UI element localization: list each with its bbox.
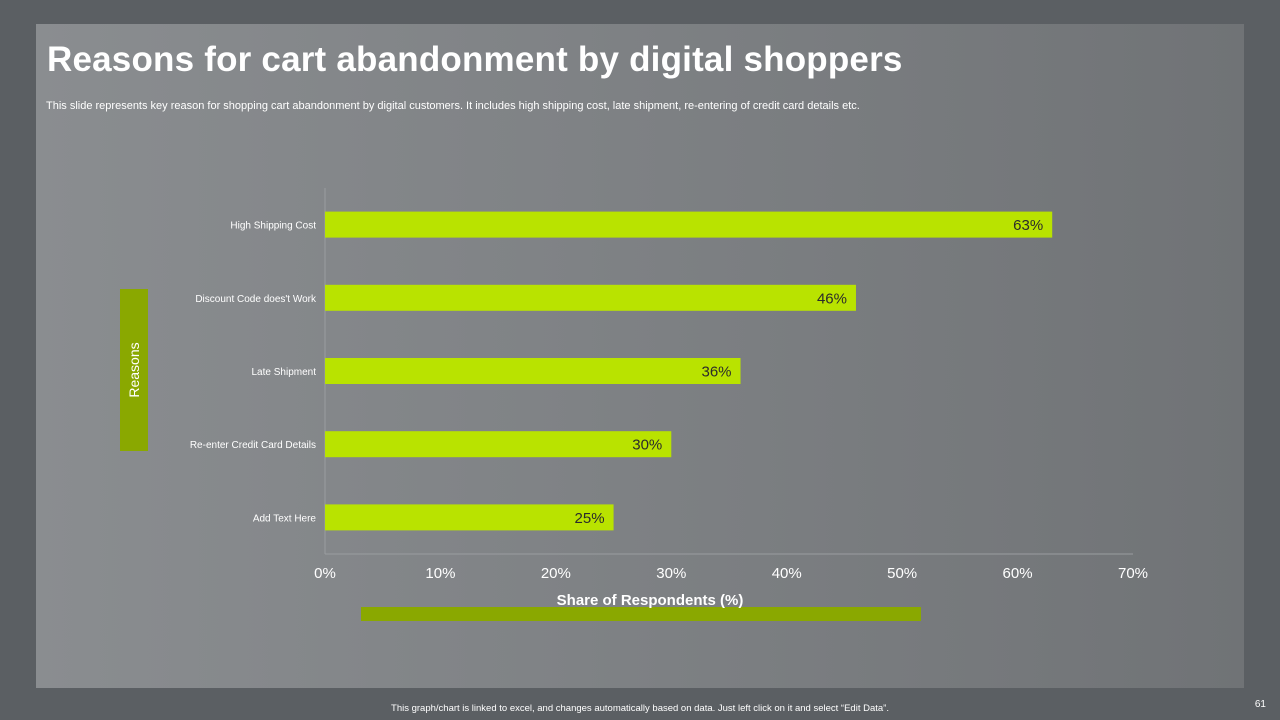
category-label: Discount Code does't Work	[195, 294, 317, 305]
x-tick-label: 30%	[656, 565, 686, 582]
data-label: 30%	[632, 437, 662, 454]
bar[interactable]	[325, 211, 1053, 238]
page-number: 61	[1254, 699, 1266, 710]
x-tick-label: 70%	[1118, 565, 1148, 582]
bar[interactable]	[325, 284, 856, 311]
x-tick-label: 20%	[541, 565, 571, 582]
x-tick-label: 40%	[772, 565, 802, 582]
category-label: Add Text Here	[253, 513, 317, 524]
bar[interactable]	[325, 431, 672, 458]
x-axis-label-bar	[361, 607, 921, 621]
slide-subtitle: This slide represents key reason for sho…	[46, 100, 860, 112]
category-label: Late Shipment	[252, 367, 317, 378]
data-label: 25%	[575, 510, 605, 527]
data-label: 63%	[1013, 217, 1043, 234]
x-axis-title: Share of Respondents (%)	[556, 592, 744, 609]
bar[interactable]	[325, 358, 741, 384]
y-axis-label-box	[120, 289, 148, 451]
data-label: 46%	[817, 290, 847, 307]
bar[interactable]	[325, 504, 614, 531]
x-tick-label: 60%	[1003, 565, 1033, 582]
x-tick-label: 10%	[425, 565, 455, 582]
x-tick-label: 0%	[314, 565, 336, 582]
category-label: High Shipping Cost	[230, 221, 316, 232]
slide: Reasons for cart abandonment by digital …	[36, 24, 1244, 688]
x-tick-label: 50%	[887, 565, 917, 582]
footer-note: This graph/chart is linked to excel, and…	[391, 703, 889, 714]
category-label: Re-enter Credit Card Details	[190, 440, 316, 451]
slide-title: Reasons for cart abandonment by digital …	[47, 40, 903, 79]
data-label: 36%	[702, 364, 732, 381]
